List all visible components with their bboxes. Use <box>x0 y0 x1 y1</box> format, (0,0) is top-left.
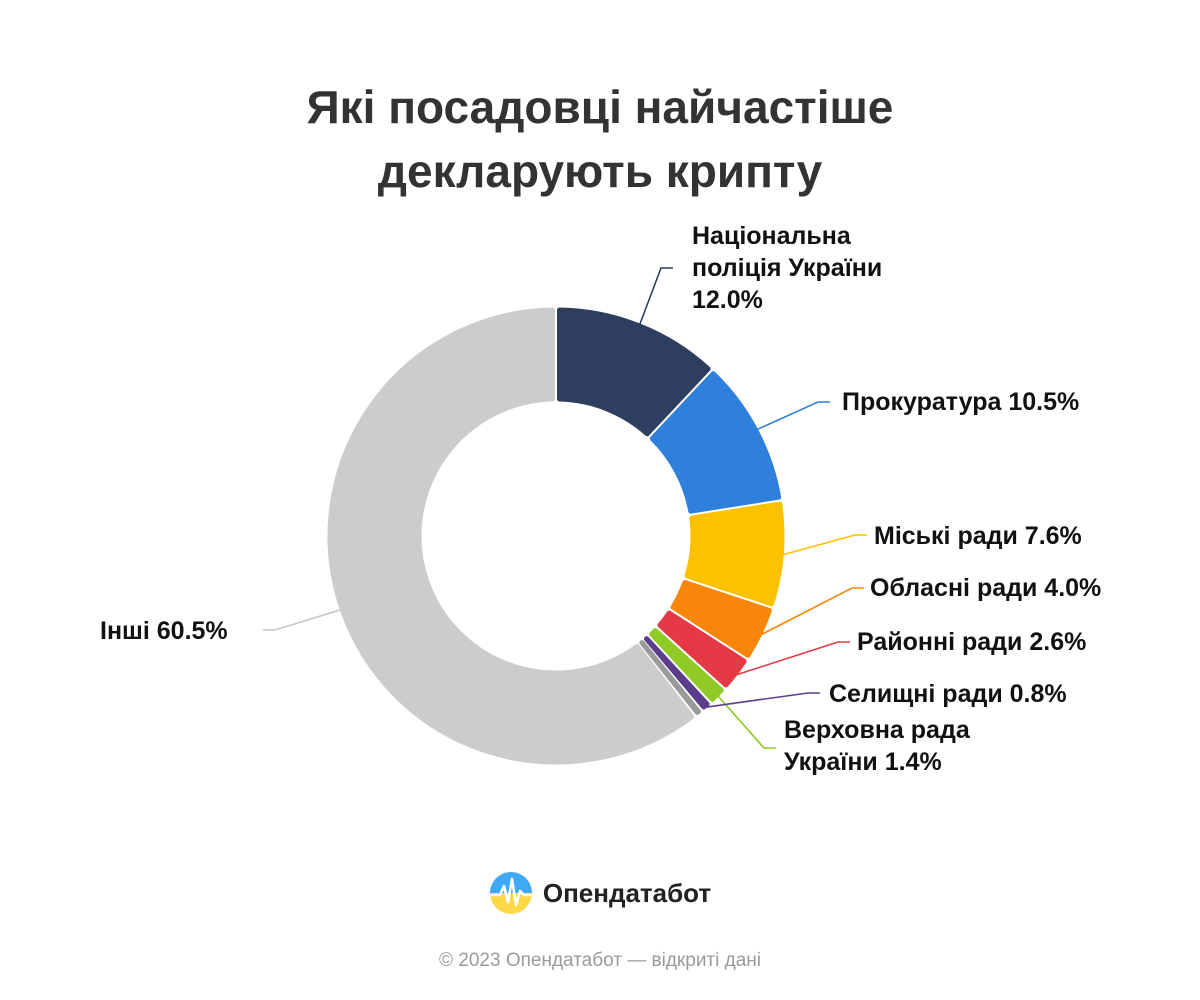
slice-label-line: Обласні ради 4.0% <box>870 574 1102 602</box>
leader-line <box>639 267 673 325</box>
brand: Опендатабот <box>0 868 1200 918</box>
slice-label: Прокуратура 10.5% <box>842 386 1079 418</box>
donut-slice <box>639 640 701 715</box>
footer-copyright: © 2023 Опендатабот — відкриті дані <box>439 950 761 971</box>
leader-line <box>263 609 341 631</box>
donut-slice <box>670 579 772 658</box>
donut-slice <box>684 501 785 607</box>
chart-title: Які посадовці найчастіше декларують крип… <box>0 75 1200 203</box>
slice-label: Міські ради 7.6% <box>874 520 1082 552</box>
slice-label: Національна поліція України 12.0% <box>692 220 882 316</box>
slice-label-line: поліція України <box>692 254 883 282</box>
slice-label: Інші 60.5% <box>100 615 228 647</box>
slice-label-line: 12.0% <box>692 286 763 314</box>
donut-slice <box>557 307 711 437</box>
donut-slice <box>649 627 724 702</box>
donut-slice <box>649 371 782 514</box>
slice-label-line: Міські ради 7.6% <box>874 522 1082 550</box>
chart-title-line-2: декларують крипту <box>377 144 823 197</box>
donut-slice <box>657 610 747 688</box>
slice-label-line: Районні ради 2.6% <box>857 628 1087 656</box>
slice-label: Верховна рада України 1.4% <box>784 714 970 778</box>
leader-line <box>783 534 867 556</box>
leader-line <box>761 587 864 636</box>
slice-label: Обласні ради 4.0% <box>870 572 1101 604</box>
donut-slice <box>327 307 695 765</box>
slice-label: Селищні ради 0.8% <box>829 678 1067 710</box>
leader-line <box>736 641 850 676</box>
slice-label-line: Селищні ради 0.8% <box>829 680 1067 708</box>
slice-label-line: України 1.4% <box>784 748 942 776</box>
slice-label-line: Інші 60.5% <box>100 617 228 645</box>
donut-slice <box>644 636 710 710</box>
slice-label-line: Національна <box>692 222 851 250</box>
brand-name: Опендатабот <box>542 877 712 908</box>
slice-label-line: Прокуратура 10.5% <box>842 388 1080 416</box>
opendatabot-logo-icon <box>489 872 532 914</box>
chart-title-line-1: Які посадовці найчастіше <box>306 80 894 133</box>
leader-line <box>757 401 830 431</box>
donut-chart: Національна поліція України 12.0% Прокурату… <box>0 180 1200 830</box>
slice-label-line: Верховна рада <box>784 716 970 744</box>
leader-line <box>717 695 776 749</box>
slice-label: Районні ради 2.6% <box>857 626 1086 658</box>
donut-chart-svg <box>263 267 867 765</box>
leader-line <box>706 692 820 708</box>
